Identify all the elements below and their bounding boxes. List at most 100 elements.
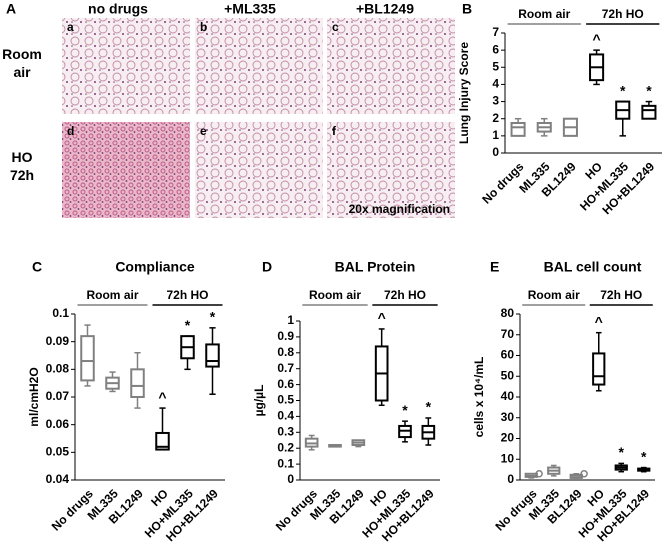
y-tick-label: 50: [501, 368, 515, 382]
box: [510, 122, 526, 137]
significance-marker: *: [185, 317, 191, 333]
panel-letter: D: [262, 259, 272, 275]
y-axis-label: µg/µL: [252, 385, 266, 417]
chart-title: BAL cell count: [544, 259, 642, 275]
column-header: no drugs: [88, 1, 148, 17]
y-tick-label: 1: [287, 313, 294, 327]
y-tick-label: 60: [501, 348, 515, 362]
image-letter: b: [200, 20, 207, 34]
image-letter: f: [332, 124, 337, 138]
y-tick-label: 6: [492, 42, 499, 56]
y-tick-label: 0.2: [277, 440, 294, 454]
y-tick-label: 4: [492, 77, 499, 91]
box: [80, 335, 95, 382]
y-axis-label: cells x 10⁴/mL: [472, 357, 486, 438]
image-letter: d: [67, 124, 74, 138]
significance-marker: ^: [158, 389, 166, 405]
box: [130, 368, 145, 399]
panel-letter: B: [462, 1, 472, 17]
group-label: 72h HO: [602, 7, 644, 21]
histology-image: [327, 18, 455, 114]
row-header: HO 72h: [9, 149, 35, 183]
y-tick-label: 0.04: [46, 472, 70, 486]
outlier: [535, 470, 543, 478]
group-label: Room air: [528, 288, 580, 302]
row-header-text: HO 72h: [9, 149, 35, 183]
y-tick-label: 0.1: [52, 306, 69, 320]
significance-marker: *: [619, 444, 625, 460]
y-axis-label: Lung Injury Score: [457, 42, 471, 144]
significance-marker: ^: [592, 31, 600, 47]
panel-letter: E: [490, 259, 499, 275]
y-tick-label: 40: [501, 389, 515, 403]
y-tick-label: 1: [492, 128, 499, 142]
y-tick-label: 0.05: [46, 445, 70, 459]
column-header: +BL1249: [356, 1, 414, 17]
significance-marker: *: [620, 82, 626, 98]
y-tick-label: 0.09: [46, 334, 70, 348]
histology-image: [62, 18, 190, 114]
box: [641, 104, 657, 120]
significance-marker: *: [646, 82, 652, 98]
y-tick-label: 5: [492, 59, 499, 73]
y-tick-label: 10: [501, 451, 515, 465]
box: [155, 431, 170, 451]
y-tick-label: 2: [492, 111, 499, 125]
y-tick-label: 0.9: [277, 329, 294, 343]
y-tick-label: 0: [287, 472, 294, 486]
y-tick-label: 0.8: [277, 345, 294, 359]
y-tick-label: 0: [492, 145, 499, 159]
y-tick-label: 80: [501, 306, 515, 320]
y-tick-label: 0.7: [277, 361, 294, 375]
group-label: 72h HO: [166, 288, 208, 302]
significance-marker: *: [402, 402, 408, 418]
y-tick-label: 0.07: [46, 389, 70, 403]
y-tick-label: 0.5: [277, 393, 294, 407]
box: [592, 352, 606, 386]
group-label: Room air: [86, 288, 138, 302]
histology-image: [195, 122, 323, 218]
histology-image: [195, 18, 323, 114]
chart-title: BAL Protein: [335, 259, 416, 275]
image-letter: c: [332, 20, 339, 34]
y-tick-label: 0: [507, 472, 514, 486]
outlier: [580, 470, 588, 478]
group-label: Room air: [518, 7, 570, 21]
histology-image: [327, 122, 455, 218]
y-tick-label: 7: [492, 25, 499, 39]
panel-letter: A: [6, 1, 16, 17]
histology-image: [62, 122, 190, 218]
y-axis-label: ml/cmH2O: [27, 367, 41, 426]
row-header-text: Room air: [2, 46, 42, 80]
panel-letter: C: [32, 259, 42, 275]
significance-marker: *: [210, 309, 216, 325]
group-label: Room air: [309, 288, 361, 302]
y-tick-label: 0.6: [277, 377, 294, 391]
image-letter: a: [67, 20, 74, 34]
chart-title: Compliance: [115, 259, 195, 275]
group-label: 72h HO: [384, 288, 426, 302]
column-header: +ML335: [224, 1, 276, 17]
row-header: Room air: [2, 46, 42, 80]
y-tick-label: 0.06: [46, 417, 70, 431]
image-letter: e: [200, 124, 207, 138]
y-tick-label: 70: [501, 327, 515, 341]
group-label: 72h HO: [600, 288, 642, 302]
significance-marker: *: [641, 448, 647, 464]
histology-panel: A no drugs +ML335 +BL1249 Room air HO 72…: [2, 1, 414, 183]
significance-marker: ^: [378, 310, 386, 326]
magnification-note: 20x magnification: [349, 202, 450, 216]
y-tick-label: 0.1: [277, 456, 294, 470]
y-tick-label: 20: [501, 431, 515, 445]
significance-marker: ^: [595, 313, 603, 329]
box-chart: B Lung Injury Score 0 1 2 3 4 5 6 7 Room air 72h HO…: [457, 1, 662, 217]
box-chart: C Compliance ml/cmH2O 0.04 0.05 0.06 0.07 0.08 0…: [27, 259, 225, 544]
box-chart: D BAL Protein µg/µL 0 0.1 0.2 0.30.4 0.5 0.6 0.7 0…: [252, 259, 440, 544]
y-tick-label: 0.08: [46, 362, 70, 376]
y-tick-label: 3: [492, 94, 499, 108]
y-tick-label: 0.4: [277, 409, 294, 423]
y-tick-label: 0.3: [277, 424, 294, 438]
box: [205, 343, 220, 368]
box-chart: E BAL cell count cells x 10⁴/mL 0 10 20 30 40 50…: [472, 259, 655, 544]
